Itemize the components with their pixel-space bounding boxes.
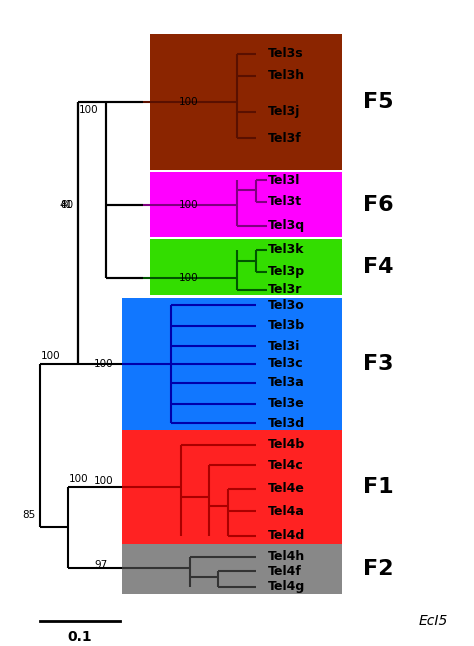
Text: Tel3k: Tel3k [267, 244, 304, 256]
Text: Tel3r: Tel3r [267, 283, 302, 297]
Text: Tel4f: Tel4f [267, 565, 301, 578]
Text: F1: F1 [364, 477, 394, 497]
Text: F4: F4 [364, 257, 394, 277]
Text: Tel4c: Tel4c [267, 459, 303, 472]
Text: Tel4d: Tel4d [267, 529, 305, 542]
Text: Tel3o: Tel3o [267, 298, 304, 311]
Text: 80: 80 [60, 200, 73, 209]
Text: Tel3b: Tel3b [267, 319, 305, 332]
Text: F6: F6 [364, 194, 394, 214]
Text: 85: 85 [22, 510, 36, 520]
Text: Tel3c: Tel3c [267, 357, 303, 370]
Text: Tel3p: Tel3p [267, 265, 305, 278]
Text: Tel3h: Tel3h [267, 69, 305, 82]
Text: 100: 100 [178, 273, 198, 284]
Text: 97: 97 [94, 560, 108, 570]
Text: Tel3t: Tel3t [267, 195, 301, 208]
Text: 0.1: 0.1 [68, 630, 92, 643]
Text: 100: 100 [79, 105, 98, 115]
Text: 100: 100 [69, 474, 89, 484]
Text: 100: 100 [41, 351, 61, 360]
Text: Tel3a: Tel3a [267, 377, 304, 390]
Bar [122, 544, 342, 594]
Text: F3: F3 [364, 354, 394, 374]
Bar [150, 34, 342, 171]
Text: Tel3i: Tel3i [267, 340, 300, 353]
Text: Tel4h: Tel4h [267, 550, 305, 563]
Text: Tel4b: Tel4b [267, 439, 305, 452]
Bar [150, 172, 342, 237]
Text: Tel4g: Tel4g [267, 581, 305, 594]
Text: Tel3l: Tel3l [267, 174, 300, 187]
Text: Tel3j: Tel3j [267, 105, 300, 118]
Text: F5: F5 [364, 92, 394, 112]
Bar [150, 238, 342, 295]
Text: Tel4e: Tel4e [267, 482, 304, 495]
Text: 100: 100 [178, 200, 198, 209]
Text: Tel3d: Tel3d [267, 417, 305, 430]
Text: F2: F2 [364, 559, 394, 579]
Text: Tel4a: Tel4a [267, 505, 304, 518]
Text: 41: 41 [60, 200, 73, 209]
Text: 100: 100 [94, 476, 114, 486]
Text: 100: 100 [94, 359, 114, 369]
Text: Tel3q: Tel3q [267, 219, 305, 232]
Bar [122, 430, 342, 544]
Text: Tel3f: Tel3f [267, 132, 301, 145]
Bar [122, 298, 342, 430]
Text: 100: 100 [178, 98, 198, 107]
Text: EcI5: EcI5 [419, 614, 448, 628]
Text: Tel3e: Tel3e [267, 397, 304, 410]
Text: Tel3s: Tel3s [267, 47, 303, 61]
